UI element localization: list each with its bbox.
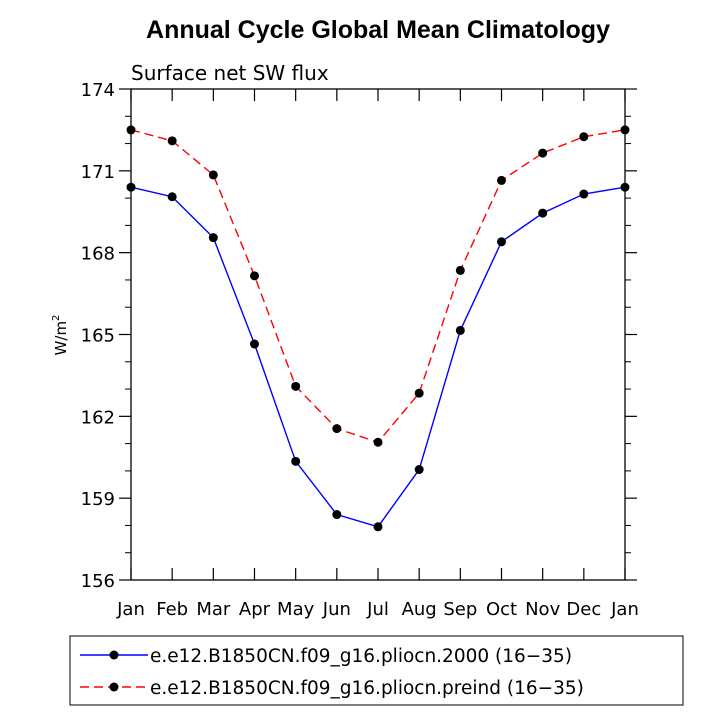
series-2-point <box>373 437 383 447</box>
legend: e.e12.B1850CN.f09_g16.pliocn.2000 (16−35… <box>69 635 684 706</box>
series-2-point <box>250 271 259 281</box>
x-tick-label: Dec <box>566 599 601 620</box>
series-1-point <box>579 189 589 199</box>
series-line-2 <box>130 129 626 444</box>
series-layer <box>126 125 630 532</box>
chart-subtitle: Surface net SW flux <box>131 61 329 85</box>
series-2-point <box>291 381 301 391</box>
y-tick-label: 165 <box>81 326 115 347</box>
x-tick-label: Oct <box>486 599 517 620</box>
series-1-point <box>291 456 301 466</box>
series-line-1 <box>130 186 626 528</box>
series-1-point <box>208 233 218 243</box>
series-1-point <box>497 237 506 247</box>
x-tick-label: Sep <box>443 599 477 620</box>
y-axis-label: W/m2 <box>51 315 70 356</box>
series-1-point <box>332 510 342 520</box>
series-1-point <box>167 192 177 202</box>
legend-marker-1 <box>109 650 119 660</box>
series-2-point <box>167 136 177 146</box>
series-2-point <box>538 148 548 158</box>
series-2-point <box>620 125 630 135</box>
y-tick-label: 162 <box>81 407 115 428</box>
series-2-point <box>497 175 506 185</box>
y-axis-label-base: W/m <box>52 321 70 356</box>
series-1-point <box>538 208 548 218</box>
series-1-point <box>455 325 465 335</box>
series-1-point <box>373 522 383 532</box>
series-2-point <box>126 125 136 135</box>
x-tick-label: Apr <box>239 599 271 620</box>
axes: 156 159 162 165 168 171 174 Jan Feb Mar Apr May Jun J… <box>81 80 639 620</box>
y-tick-label: 159 <box>81 489 115 510</box>
svg-text:W/m2: W/m2 <box>51 315 70 356</box>
x-tick-label: Jul <box>366 599 389 620</box>
x-tick-label: May <box>277 599 315 620</box>
y-tick-label: 174 <box>81 80 115 101</box>
x-tick-label: Jan <box>116 599 145 620</box>
series-1-point <box>126 182 136 192</box>
series-1-point <box>250 339 259 349</box>
x-tick-label: Jun <box>322 599 351 620</box>
series-1-point <box>620 182 630 192</box>
legend-label-1: e.e12.B1850CN.f09_g16.pliocn.2000 (16−35… <box>150 646 572 667</box>
y-axis-label-superscript: 2 <box>51 315 62 321</box>
series-1-point <box>414 465 424 475</box>
series-2-point <box>208 170 218 180</box>
y-tick-label: 168 <box>81 244 115 265</box>
chart-title: Annual Cycle Global Mean Climatology <box>146 16 610 44</box>
plot-frame <box>130 88 626 581</box>
y-tick-label: 171 <box>81 162 115 183</box>
x-tick-label: Feb <box>156 599 188 620</box>
series-2-point <box>414 388 424 398</box>
x-tick-label: Aug <box>402 599 437 620</box>
series-2-point <box>579 132 589 142</box>
x-tick-label: Jan <box>610 599 639 620</box>
x-tick-label: Mar <box>196 599 231 620</box>
y-tick-label: 156 <box>81 571 115 592</box>
legend-marker-2 <box>109 682 119 692</box>
series-2-point <box>455 265 465 275</box>
legend-label-2: e.e12.B1850CN.f09_g16.pliocn.preind (16−… <box>150 678 584 699</box>
legend-box <box>69 635 684 706</box>
x-tick-label: Nov <box>525 599 560 620</box>
series-2-point <box>332 424 342 434</box>
